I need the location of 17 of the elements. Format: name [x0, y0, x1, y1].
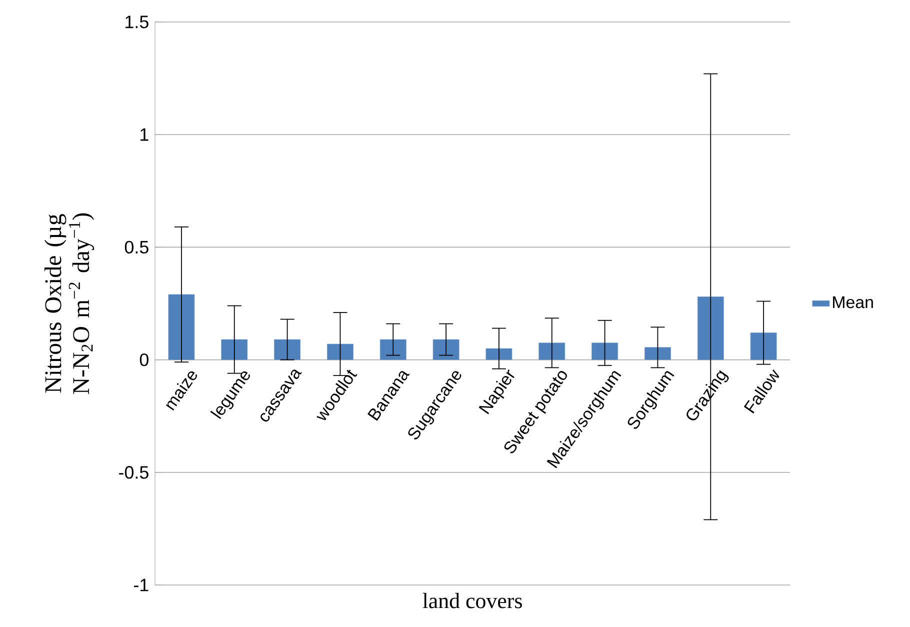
bar [538, 342, 566, 360]
y-tick-label: 1 [140, 128, 148, 141]
bar [592, 342, 618, 360]
y-tick-label: 0.5 [124, 240, 148, 254]
bar [697, 296, 724, 360]
y-tick-label: 0 [140, 353, 148, 366]
bar [221, 339, 248, 360]
bar [168, 294, 195, 360]
bar [644, 347, 671, 360]
x-axis-title: land covers [422, 592, 522, 608]
legend-label: Mean [833, 296, 873, 308]
bar [750, 332, 777, 360]
y-tick-label: -1 [134, 578, 148, 592]
y-tick-label: -0.5 [119, 466, 148, 479]
bar [486, 348, 512, 360]
bar [327, 344, 354, 360]
y-tick-label: 1.5 [126, 16, 148, 28]
